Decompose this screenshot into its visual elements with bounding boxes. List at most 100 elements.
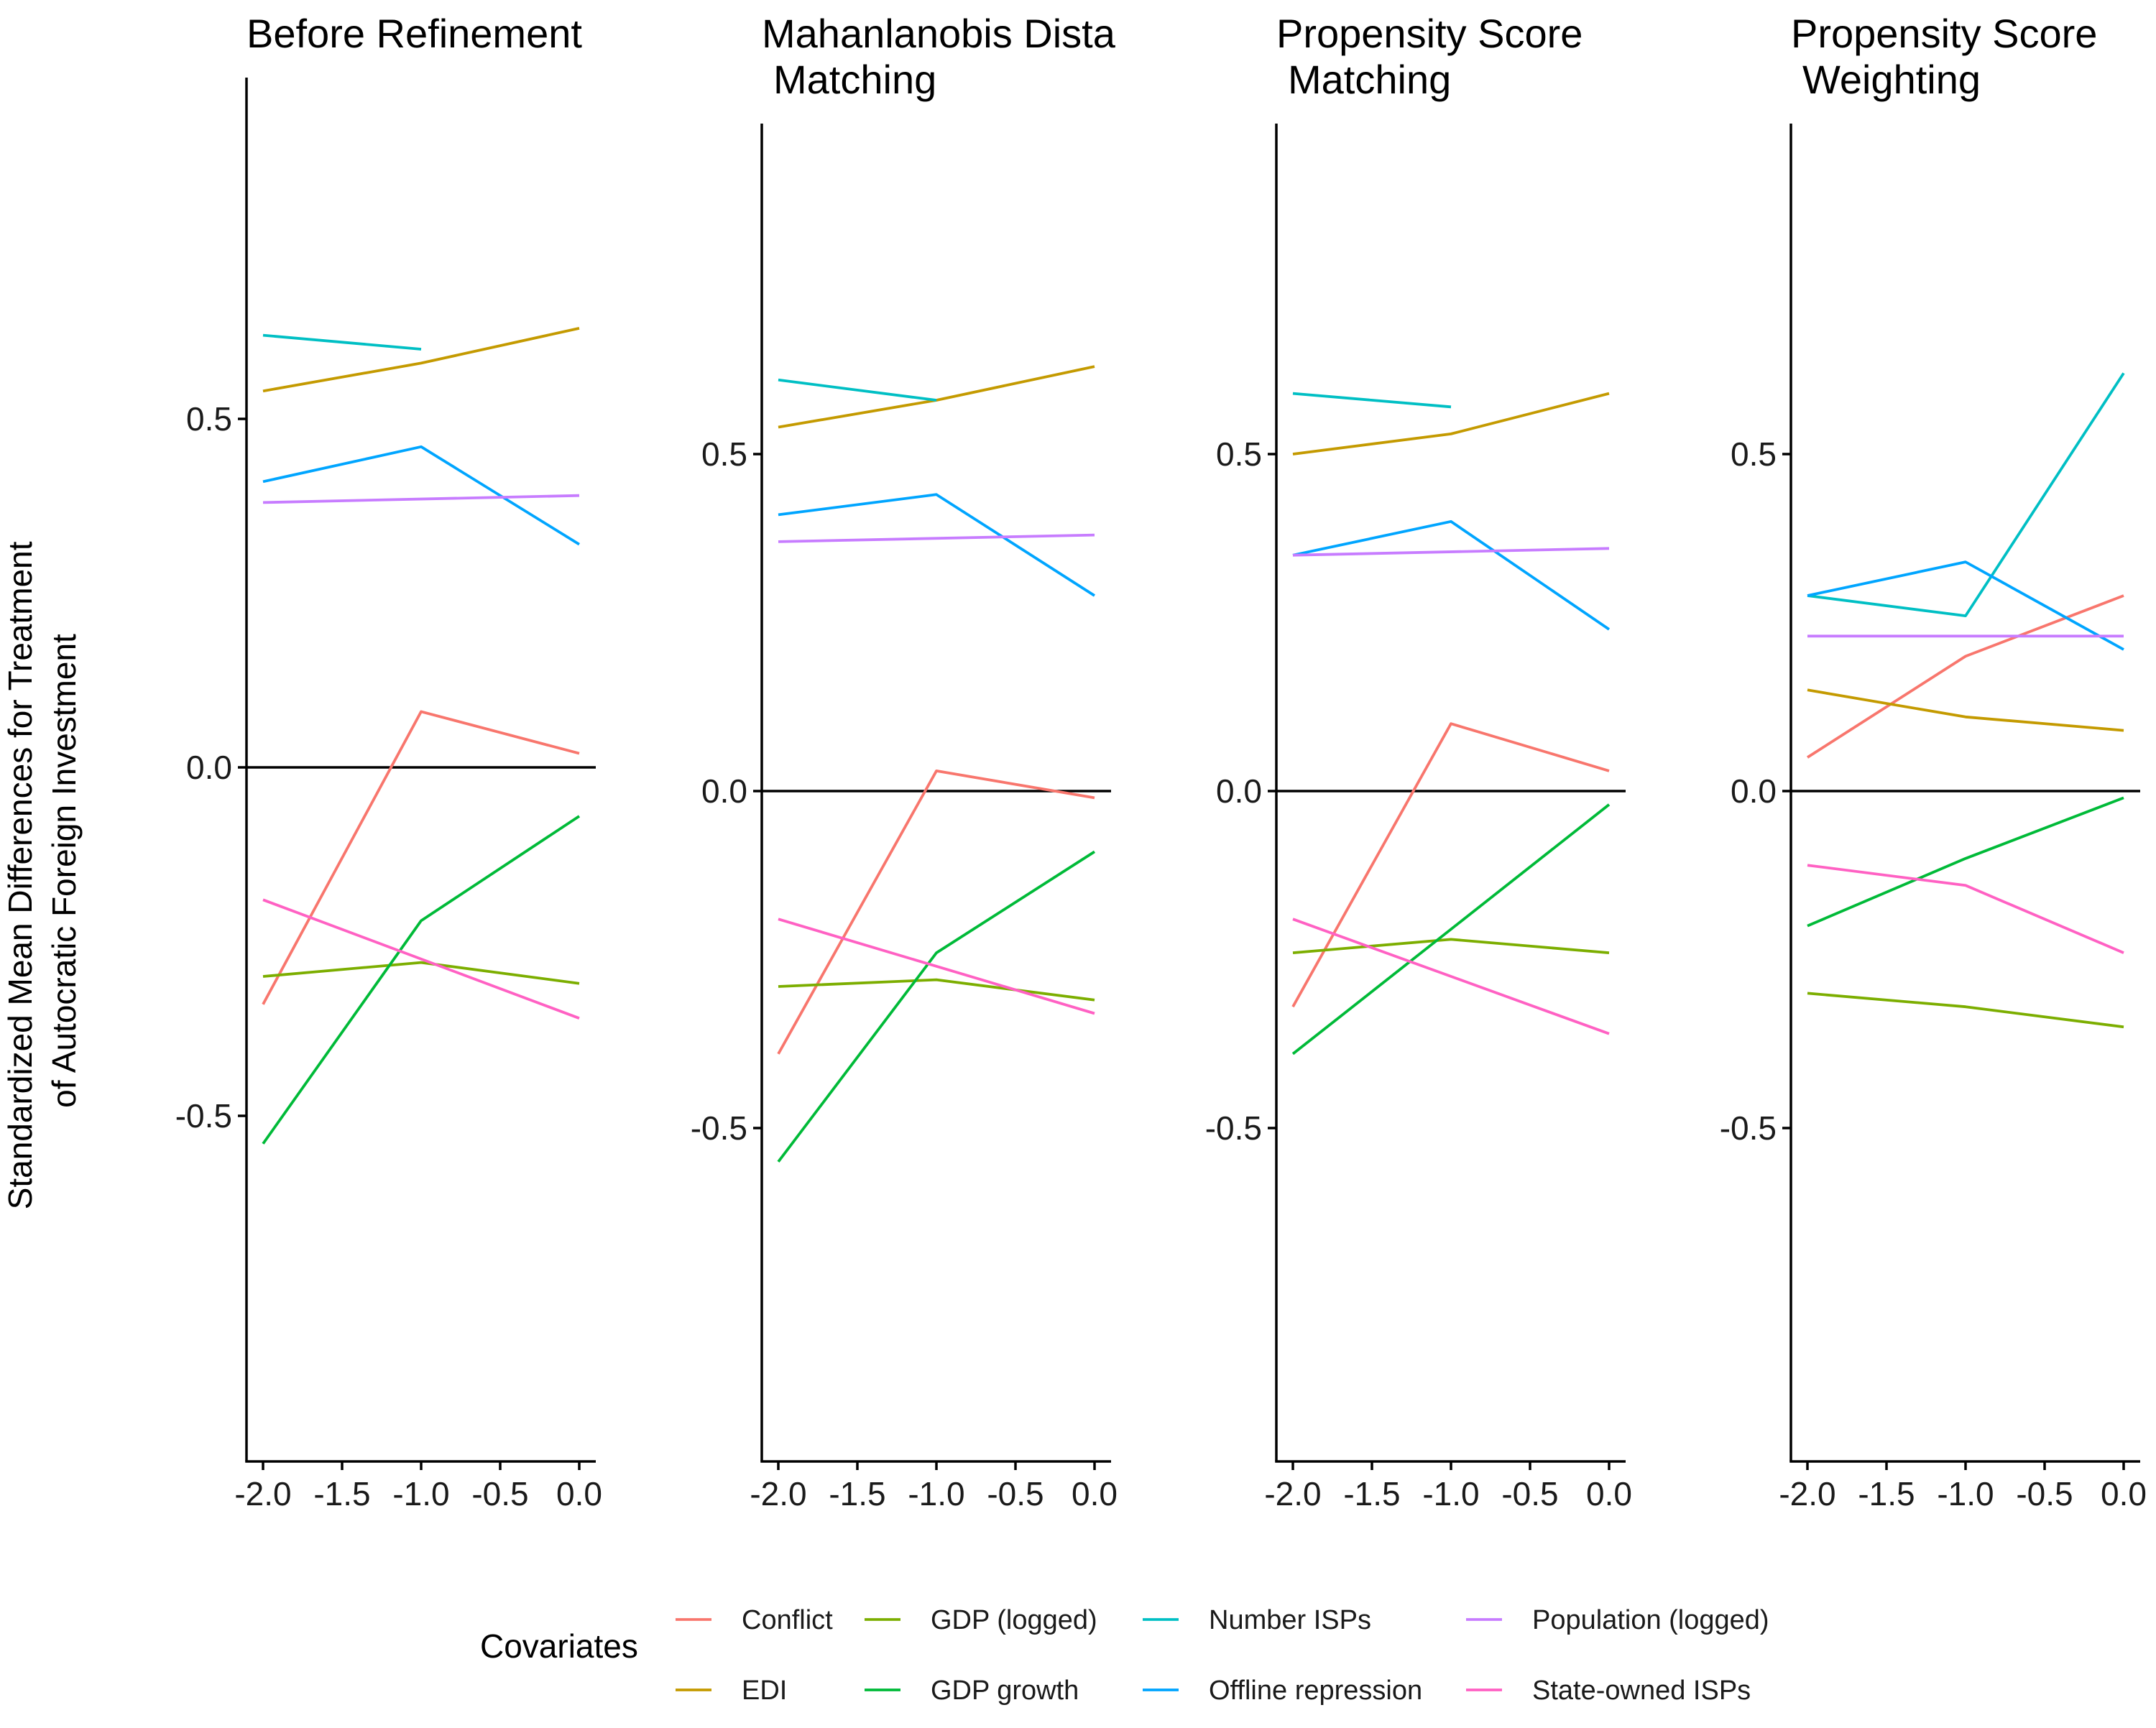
y-tick-label: -0.5 <box>691 1109 747 1147</box>
x-tick-label: -0.5 <box>987 1475 1044 1512</box>
panel-title: Propensity Score Matching <box>1276 11 1583 102</box>
legend-item-population-logged: Population (logged) <box>1466 1605 1769 1635</box>
y-axis-label: Standardized Mean Differences for Treatm… <box>1 532 83 1210</box>
legend-item-label: Offline repression <box>1209 1676 1422 1706</box>
legend-item-edi: EDI <box>676 1676 787 1706</box>
x-tick-label: 0.0 <box>1072 1475 1118 1512</box>
x-tick-label: -2.0 <box>1779 1475 1835 1512</box>
y-tick-label: -0.5 <box>1720 1109 1777 1147</box>
x-tick-label: -0.5 <box>2016 1475 2073 1512</box>
y-tick-label: -0.5 <box>175 1097 232 1135</box>
legend-item-label: GDP growth <box>931 1676 1079 1706</box>
series-line-population-logged <box>1292 547 1610 557</box>
legend-item-label: State-owned ISPs <box>1532 1676 1751 1706</box>
series-line-conflict <box>1291 722 1610 1008</box>
legend-item-number-isps: Number ISPs <box>1143 1605 1371 1635</box>
panel-title-line: Before Refinement <box>247 11 582 56</box>
series-line-number-isps <box>1292 392 1452 409</box>
panel-title-line: Matching <box>773 57 936 102</box>
series-line-offline-repression <box>1807 560 2124 651</box>
x-tick-label: -1.0 <box>1937 1475 1994 1512</box>
panel-4: Propensity Score Weighting0.50.0-0.5-2.0-… <box>1720 11 2147 1512</box>
panel-2: Mahanlanobis Dista Matching 0.5 0.0 -0.5 -2.0… <box>691 11 1118 1512</box>
series-line-gdp-growth <box>1807 796 2124 928</box>
series-line-state-owned-isps <box>1807 864 2124 954</box>
x-tick-label: -0.5 <box>471 1475 528 1512</box>
y-tick-label: 0.0 <box>701 772 747 810</box>
series-line-state-owned-isps <box>778 918 1095 1015</box>
y-tick-label: 0.5 <box>1731 435 1777 473</box>
x-tick-label: -1.0 <box>392 1475 449 1512</box>
series-line-conflict <box>777 770 1095 1055</box>
x-tick-label: -2.0 <box>234 1475 291 1512</box>
series-line-gdp-logged <box>1292 938 1610 954</box>
series-line-gdp-growth <box>262 815 581 1145</box>
legend-item-label: Population (logged) <box>1532 1605 1769 1635</box>
x-tick-label: -0.5 <box>1501 1475 1558 1512</box>
panel-3: Propensity Score Matching 0.5 0.0 -0.5 -2.0 -1… <box>1205 11 1632 1512</box>
series-line-number-isps <box>778 378 937 402</box>
series-line-gdp-growth <box>1291 803 1611 1055</box>
x-tick-label: 0.0 <box>1586 1475 1632 1512</box>
y-tick-label: 0.5 <box>186 400 232 438</box>
series-line-gdp-logged <box>262 961 580 985</box>
y-axis-label-line-2: of Autocratic Foreign Investment <box>45 634 83 1108</box>
legend-item-gdp-growth: GDP growth <box>865 1676 1079 1706</box>
series-line-offline-repression <box>1292 519 1611 631</box>
series-line-population-logged <box>262 494 580 504</box>
series-line-edi <box>778 365 1095 429</box>
y-tick-label: 0.0 <box>186 749 232 786</box>
x-tick-label: 0.0 <box>2101 1475 2147 1512</box>
y-tick-label: 0.5 <box>1216 435 1262 473</box>
panel-title: Propensity Score Weighting <box>1791 11 2097 102</box>
series-line-population-logged <box>778 533 1095 543</box>
series-line-edi <box>1292 392 1610 456</box>
series-line-conflict <box>262 710 580 1005</box>
series-line-number-isps <box>262 333 422 351</box>
x-tick-label: -1.5 <box>1858 1475 1915 1512</box>
series-line-edi <box>262 327 580 393</box>
x-tick-label: -2.0 <box>1264 1475 1321 1512</box>
series-line-offline-repression <box>778 493 1096 597</box>
series-line-offline-repression <box>262 445 580 546</box>
panel-title-line: Weighting <box>1802 57 1981 102</box>
y-tick-label: -0.5 <box>1205 1109 1262 1147</box>
legend-item-state-owned-isps: State-owned ISPs <box>1466 1676 1751 1706</box>
series-line-gdp-logged <box>1807 992 2124 1029</box>
panel-title-line: Mahanlanobis Dista <box>762 11 1116 56</box>
x-tick-label: 0.0 <box>556 1475 602 1512</box>
series-line-gdp-logged <box>778 978 1095 1002</box>
y-tick-label: 0.0 <box>1731 772 1777 810</box>
series-line-conflict <box>1806 594 2124 759</box>
x-tick-label: -1.5 <box>313 1475 370 1512</box>
legend-item-conflict: Conflict <box>676 1605 833 1635</box>
panel-title: Mahanlanobis Dista Matching <box>762 11 1116 102</box>
y-axis-label-line-1: Standardized Mean Differences for Treatm… <box>1 541 39 1209</box>
x-tick-label: -1.5 <box>1343 1475 1400 1512</box>
series-line-state-owned-isps <box>1292 918 1610 1035</box>
x-tick-label: -2.0 <box>750 1475 806 1512</box>
legend-item-gdp-logged: GDP (logged) <box>865 1605 1097 1635</box>
series-line-state-owned-isps <box>262 898 580 1020</box>
panel-title-line: Matching <box>1288 57 1451 102</box>
y-tick-label: 0.5 <box>701 435 747 473</box>
legend-item-label: GDP (logged) <box>931 1605 1097 1635</box>
series-line-edi <box>1807 688 2124 732</box>
legend-item-label: Conflict <box>742 1605 833 1635</box>
series-line-gdp-growth <box>777 850 1096 1163</box>
series-line-number-isps <box>1807 372 2125 617</box>
legend-item-label: EDI <box>742 1676 787 1706</box>
panel-title-line: Propensity Score <box>1791 11 2097 56</box>
legend-title: Covariates <box>480 1627 638 1665</box>
panel-title: Before Refinement <box>247 11 582 56</box>
x-tick-label: -1.0 <box>908 1475 964 1512</box>
x-tick-label: -1.5 <box>829 1475 885 1512</box>
legend-item-label: Number ISPs <box>1209 1605 1371 1635</box>
y-tick-label: 0.0 <box>1216 772 1262 810</box>
x-tick-label: -1.0 <box>1422 1475 1479 1512</box>
legend: Covariates Conflict EDI GDP (logged) GDP gr… <box>480 1605 1769 1706</box>
panel-title-line: Propensity Score <box>1276 11 1583 56</box>
